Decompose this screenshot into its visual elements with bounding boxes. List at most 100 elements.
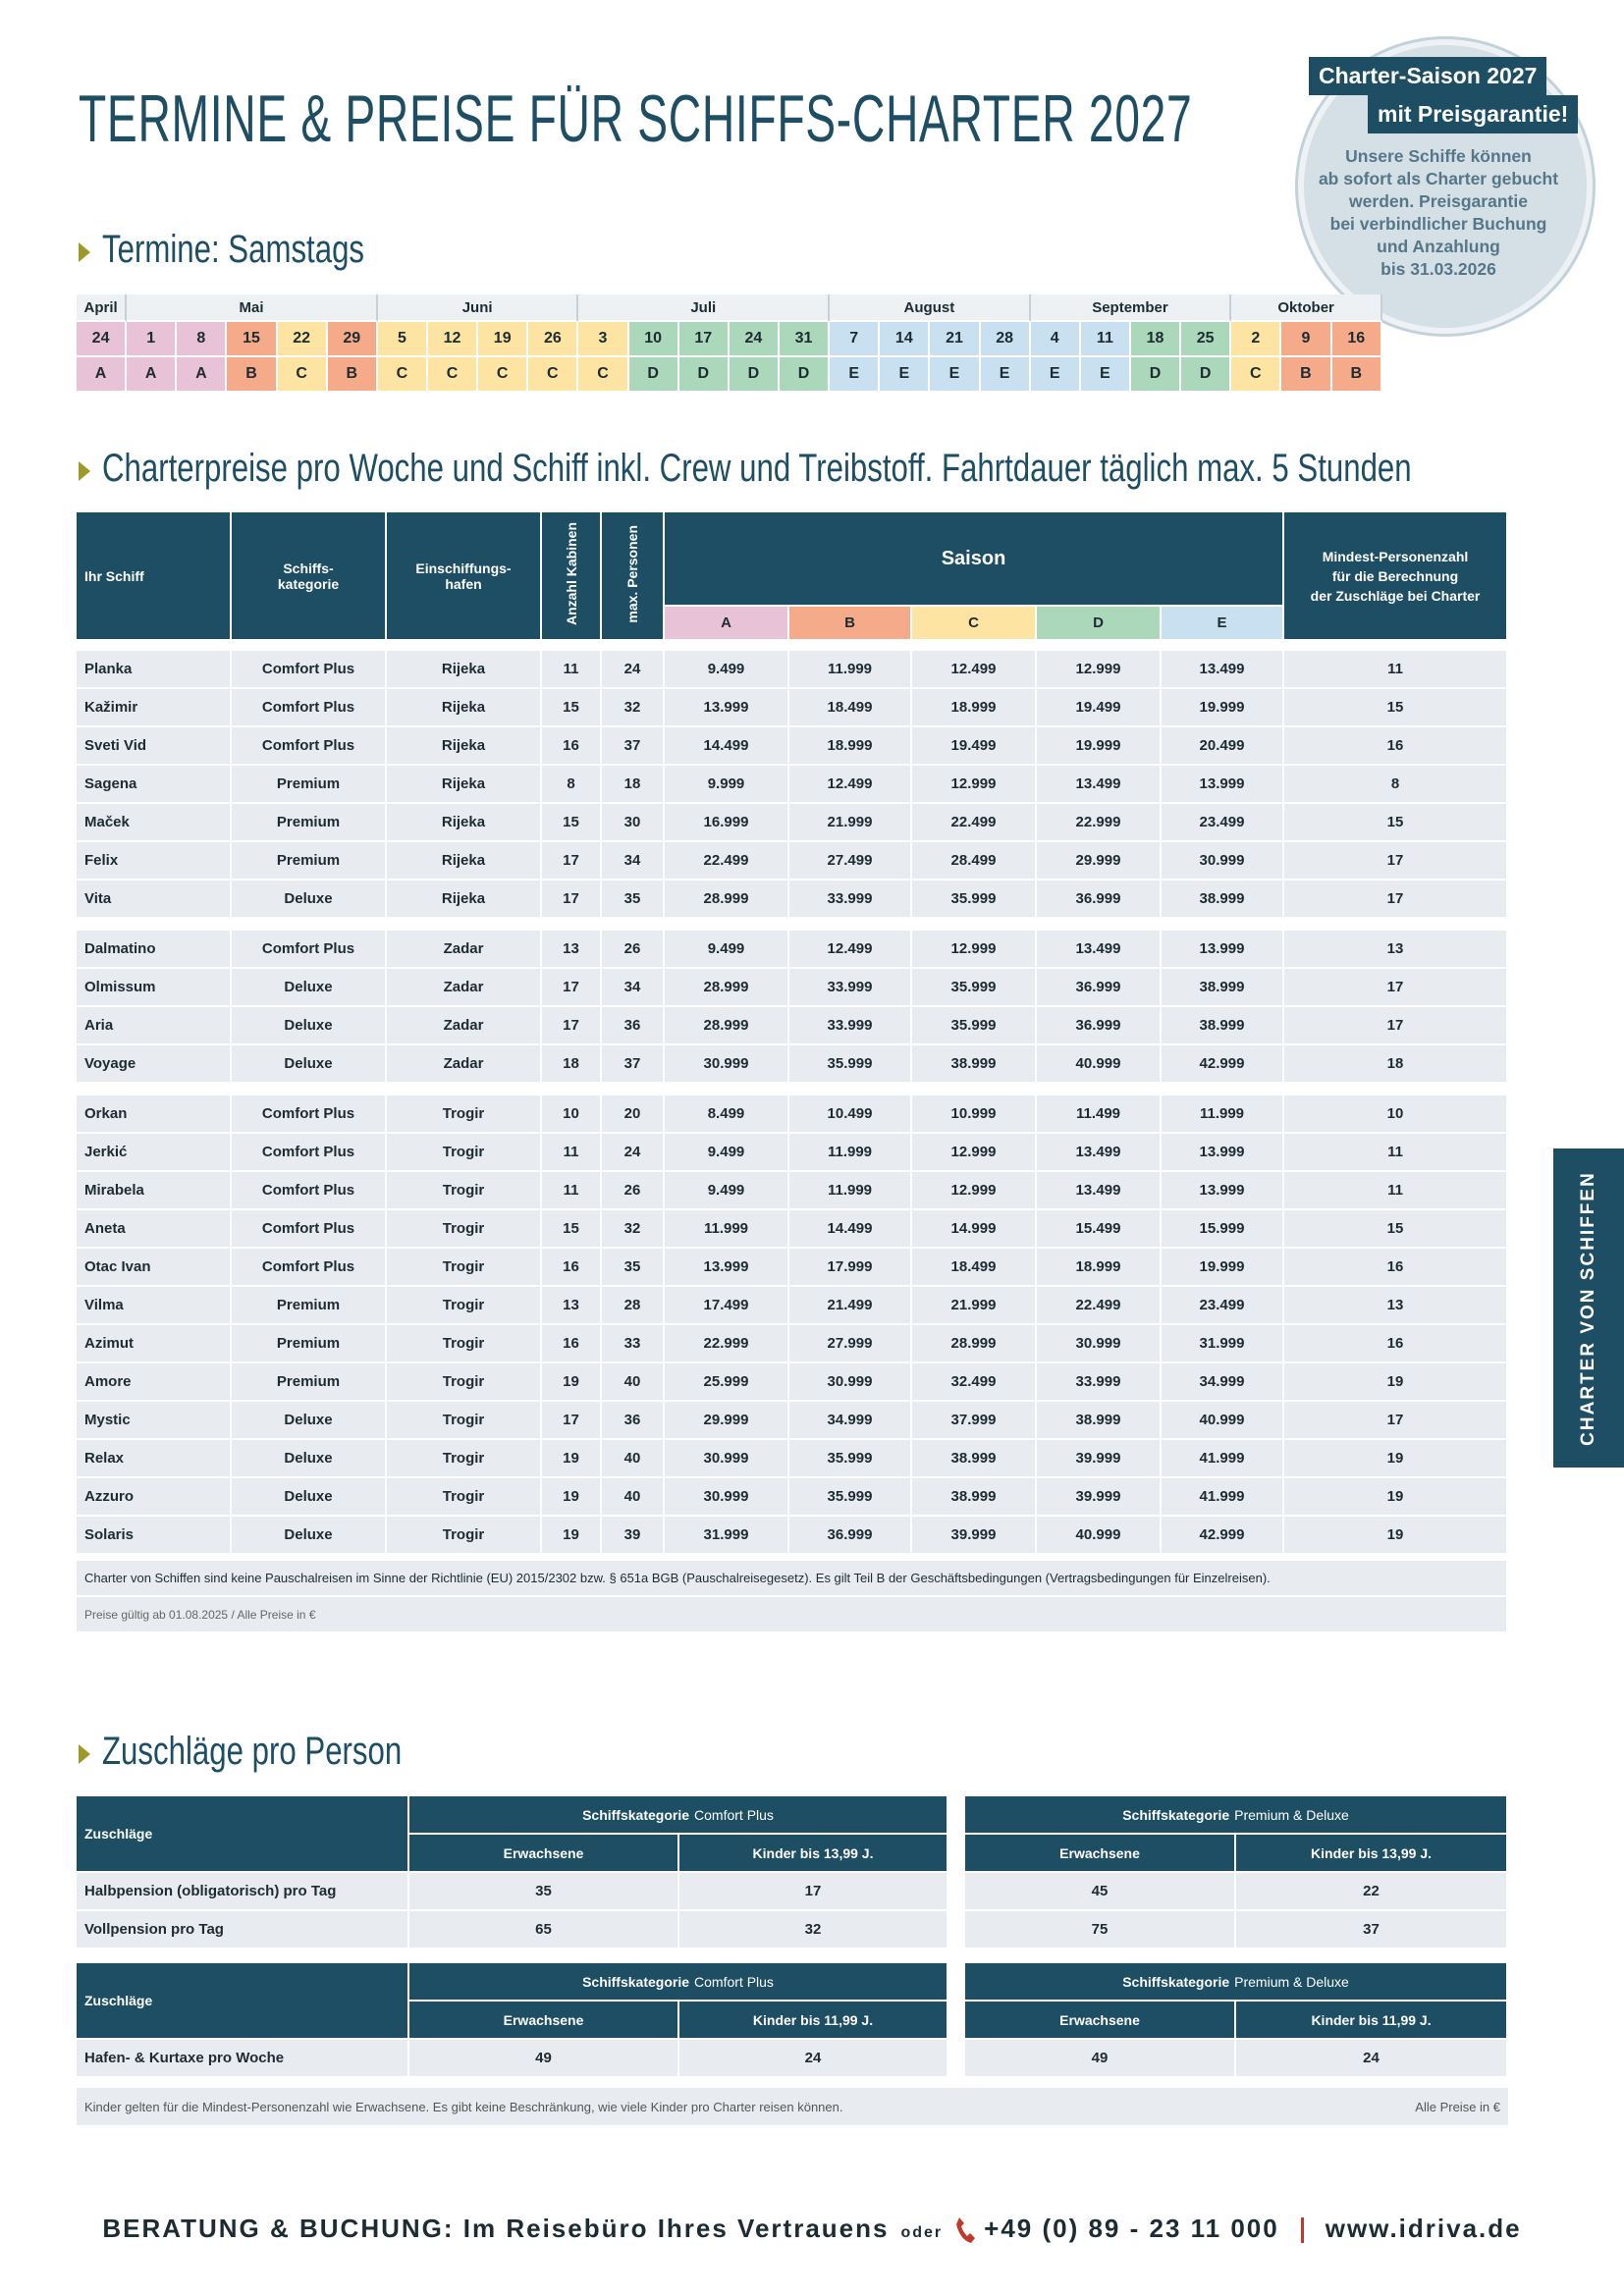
ship-name: Aria xyxy=(77,1007,232,1045)
surcharge-value: 35 xyxy=(409,1873,679,1911)
sub-header: Kinder bis 13,99 J. xyxy=(1236,1835,1509,1873)
season-letter: B xyxy=(789,607,912,641)
price: 13.499 xyxy=(1037,766,1162,804)
section-heading: Zuschläge pro Person xyxy=(102,1730,403,1773)
col-header: Ihr Schiff xyxy=(77,512,232,641)
ship-info: 34 xyxy=(602,842,665,881)
col-header-line: kategorie xyxy=(277,575,340,592)
date-season: C xyxy=(377,357,428,393)
price: 9.499 xyxy=(665,1172,789,1210)
group-gap xyxy=(77,919,1508,931)
surcharge-value: 32 xyxy=(679,1911,949,1949)
ship-info: 24 xyxy=(602,651,665,689)
footer-text: BERATUNG & BUCHUNG: Im Reisebüro Ihres V… xyxy=(102,2214,890,2243)
ship-info: 24 xyxy=(602,1134,665,1172)
surcharge-table: Zuschläge Schiffskategorie Comfort Plus Sch… xyxy=(77,1963,1509,2078)
ship-row: Aria Deluxe Zadar 17 36 28.999 33.999 35.999 36.… xyxy=(77,1007,1508,1045)
col-header-line: Mindest-Personenzahl xyxy=(1322,548,1469,564)
col-header-cell: max. Personen xyxy=(602,512,665,641)
price: 32.499 xyxy=(912,1363,1037,1402)
col-header-cell: Anzahl Kabinen xyxy=(542,512,602,641)
ship-row: Relax Deluxe Trogir 19 40 30.999 35.999 38.999 3… xyxy=(77,1440,1508,1478)
badge-text: Unsere Schiffe können ab sofort als Chart… xyxy=(1306,145,1571,281)
ship-row: Sveti Vid Comfort Plus Rijeka 16 37 14.499 18.… xyxy=(77,727,1508,766)
date-season: C xyxy=(478,357,529,393)
price: 27.499 xyxy=(789,842,912,881)
ship-info: 16 xyxy=(542,1249,602,1287)
date-day: 31 xyxy=(779,322,831,357)
ship-info: Comfort Plus xyxy=(232,1172,387,1210)
ship-name: Azimut xyxy=(77,1325,232,1363)
heading-marker xyxy=(79,242,90,262)
price: 12.499 xyxy=(789,931,912,969)
date-day: 24 xyxy=(77,322,128,357)
note-row: Charter von Schiffen sind keine Pauschal… xyxy=(77,1561,1508,1597)
season-letter: A xyxy=(665,607,789,641)
group-header: Schiffskategorie Comfort Plus xyxy=(409,1796,949,1835)
spacer xyxy=(77,919,1508,931)
price: 12.499 xyxy=(912,651,1037,689)
gap xyxy=(948,1796,966,1873)
price: 19.999 xyxy=(1162,689,1284,727)
ship-info: Trogir xyxy=(387,1478,542,1517)
ship-info: 17 xyxy=(542,969,602,1007)
price: 33.999 xyxy=(789,969,912,1007)
ship-info: 10 xyxy=(1284,1095,1508,1134)
ship-info: 13 xyxy=(1284,931,1508,969)
surcharge-name: Halbpension (obligatorisch) pro Tag xyxy=(77,1873,409,1911)
date-day: 15 xyxy=(227,322,278,357)
price: 30.999 xyxy=(789,1363,912,1402)
ship-info: Zadar xyxy=(387,1007,542,1045)
date-day: 12 xyxy=(427,322,479,357)
ship-info: 30 xyxy=(602,804,665,842)
price: 36.999 xyxy=(1037,969,1162,1007)
ship-info: 36 xyxy=(602,1007,665,1045)
ship-info: 17 xyxy=(1284,881,1508,919)
ship-row: Maček Premium Rijeka 15 30 16.999 21.999 22.499… xyxy=(77,804,1508,842)
ship-info: Trogir xyxy=(387,1249,542,1287)
group-header: Schiffskategorie Premium & Deluxe xyxy=(965,1963,1509,2002)
ship-info: 11 xyxy=(1284,1134,1508,1172)
price: 10.999 xyxy=(912,1095,1037,1134)
ship-name: Maček xyxy=(77,804,232,842)
ship-info: 32 xyxy=(602,1210,665,1249)
date-day: 24 xyxy=(729,322,780,357)
ship-name: Felix xyxy=(77,842,232,881)
group-gap xyxy=(77,641,1508,651)
price: 42.999 xyxy=(1162,1045,1284,1084)
ship-name: Dalmatino xyxy=(77,931,232,969)
date-day: 2 xyxy=(1231,322,1282,357)
ship-row: Mystic Deluxe Trogir 17 36 29.999 34.999 37.999… xyxy=(77,1402,1508,1440)
price: 33.999 xyxy=(789,1007,912,1045)
ship-info: 10 xyxy=(542,1095,602,1134)
surcharge-value: 45 xyxy=(965,1873,1237,1911)
ship-info: 15 xyxy=(1284,1210,1508,1249)
ship-info: 32 xyxy=(602,689,665,727)
price: 29.999 xyxy=(665,1402,789,1440)
group-gap xyxy=(77,1084,1508,1095)
col-header: Anzahl Kabinen xyxy=(563,521,579,625)
heading-marker xyxy=(79,1744,90,1764)
price: 35.999 xyxy=(912,881,1037,919)
date-season: D xyxy=(1181,357,1232,393)
ship-info: 17 xyxy=(1284,1007,1508,1045)
ship-info: Trogir xyxy=(387,1134,542,1172)
month-name: Oktober xyxy=(1231,294,1382,322)
ship-info: Deluxe xyxy=(232,881,387,919)
ship-name: Kažimir xyxy=(77,689,232,727)
ship-info: 26 xyxy=(602,931,665,969)
date-season: D xyxy=(779,357,831,393)
ship-info: 19 xyxy=(1284,1478,1508,1517)
ship-info: Rijeka xyxy=(387,651,542,689)
price: 17.499 xyxy=(665,1287,789,1325)
ship-info: 35 xyxy=(602,881,665,919)
ship-info: 19 xyxy=(1284,1517,1508,1555)
ship-info: 17 xyxy=(1284,842,1508,881)
ship-info: 34 xyxy=(602,969,665,1007)
price: 17.999 xyxy=(789,1249,912,1287)
price: 22.499 xyxy=(912,804,1037,842)
date-season: B xyxy=(1331,357,1382,393)
price: 29.999 xyxy=(1037,842,1162,881)
date-day: 28 xyxy=(980,322,1031,357)
ship-info: Comfort Plus xyxy=(232,689,387,727)
